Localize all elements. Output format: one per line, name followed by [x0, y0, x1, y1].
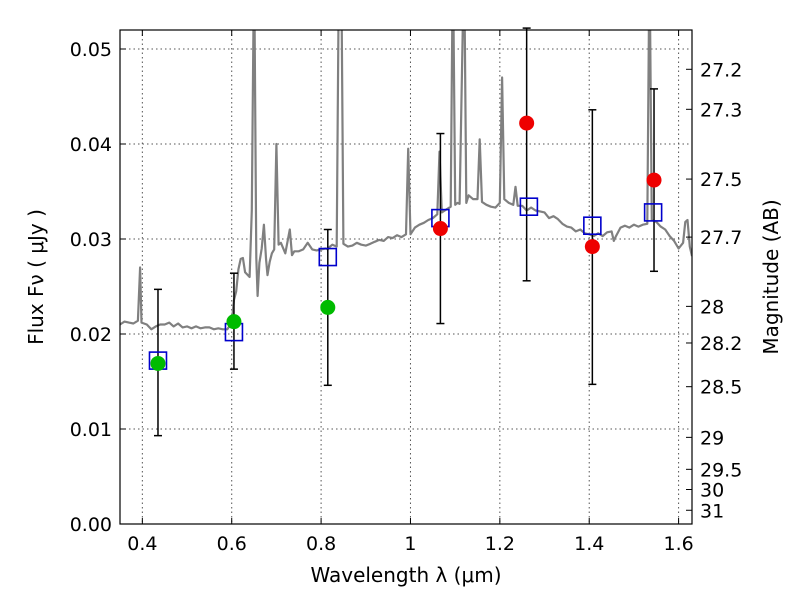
y-axis-label: Flux Fν ( μJy )	[24, 209, 48, 345]
optical-point	[320, 299, 336, 315]
x-tick-label: 1.6	[663, 533, 693, 555]
magnitude-tick-label: 29.5	[700, 459, 742, 481]
x-tick-label: 0.8	[306, 533, 336, 555]
grid	[120, 30, 692, 525]
model-square	[583, 216, 602, 235]
y-tick-label: 0.00	[70, 514, 112, 536]
x-axis-label: Wavelength λ (μm)	[310, 563, 501, 587]
x-tick-label: 1.2	[485, 533, 515, 555]
x-tick-label: 1.4	[574, 533, 604, 555]
magnitude-tick-label: 29	[700, 427, 724, 449]
magnitude-tick-label: 28.5	[700, 377, 742, 399]
infrared-point	[519, 115, 535, 131]
magnitude-tick-label: 27.2	[700, 59, 742, 81]
magnitude-tick-label: 28	[700, 296, 724, 318]
y-tick-label: 0.04	[70, 134, 112, 156]
optical-point	[226, 314, 242, 330]
infrared-point	[432, 221, 448, 237]
y-tick-label: 0.01	[70, 419, 112, 441]
plot-frame	[119, 29, 693, 525]
infrared-point	[646, 172, 662, 188]
model-square	[519, 197, 539, 216]
magnitude-tick-label: 27.3	[700, 99, 742, 121]
x-tick-label: 0.6	[217, 533, 247, 555]
magnitude-tick-label: 28.2	[700, 333, 742, 355]
x-tick-label: 0.4	[127, 533, 157, 555]
y-tick-label: 0.02	[70, 324, 112, 346]
magnitude-tick-label: 27.7	[700, 227, 742, 249]
magnitude-tick-label: 30	[700, 480, 724, 502]
marker-layer	[148, 115, 663, 371]
magnitude-tick-label: 31	[700, 500, 724, 522]
y-tick-label: 0.05	[70, 39, 112, 61]
infrared-point	[584, 239, 600, 255]
x-tick-label: 1	[404, 533, 416, 555]
y-tick-label: 0.03	[70, 229, 112, 251]
model-square	[643, 203, 663, 222]
optical-point	[150, 355, 166, 371]
tick-layer: 0.4 0.6 0.8 1 1.2 1.4 1.6 0.00 0.01 0.02 0.03 0.04 0…	[70, 30, 742, 555]
magnitude-axis-label: Magnitude (AB)	[759, 199, 783, 354]
model-square	[318, 247, 338, 267]
magnitude-tick-label: 27.5	[700, 169, 742, 191]
